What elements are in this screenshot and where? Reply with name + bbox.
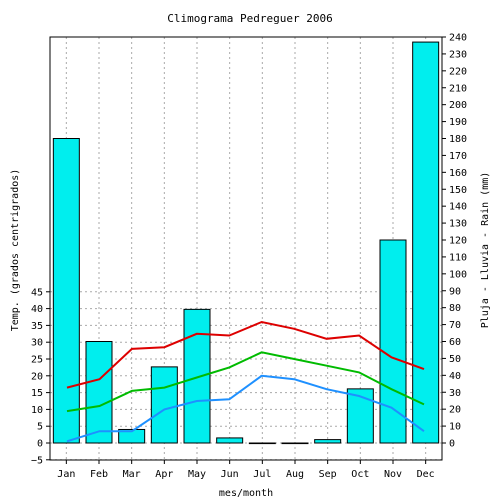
x-tick-label: Jan [57,469,75,480]
x-tick-label: Apr [155,469,173,480]
rain-bar-apr [150,366,178,444]
rain-bar-aug [281,442,309,445]
right-tick-label: 240 [449,33,467,44]
rain-bar-dec [412,41,440,444]
right-tick-label: 60 [449,337,461,348]
right-tick-label: 90 [449,286,461,297]
right-tick-label: 210 [449,83,467,94]
temp-mean-line [66,351,425,413]
right-tick-label: 10 [449,422,461,433]
rain-bar-feb [85,341,113,444]
left-tick-label: 10 [31,405,43,416]
x-tick-label: Mar [123,469,141,480]
right-tick-label: 200 [449,100,467,111]
left-tick-label: 45 [31,287,43,298]
x-tick-label: Jun [221,469,239,480]
rain-bar-jul [248,442,276,445]
x-tick-label: Feb [90,469,108,480]
right-tick-label: 180 [449,134,467,145]
rain-bar-jun [216,437,244,444]
right-tick-label: 150 [449,185,467,196]
temperature-lines [66,320,425,443]
left-tick-label: 25 [31,355,43,366]
right-tick-label: 30 [449,388,461,399]
plot-frame [49,36,443,461]
left-tick-label: 20 [31,371,43,382]
x-tick-label: Aug [286,469,304,480]
right-tick-label: 120 [449,236,467,247]
right-tick-label: 220 [449,66,467,77]
rain-bar-may [183,308,211,444]
right-tick-label: 20 [449,405,461,416]
right-tick-label: 140 [449,202,467,213]
x-axis-label: mes/month [219,488,273,499]
right-tick-label: 50 [449,354,461,365]
left-tick-label: 15 [31,388,43,399]
right-tick-label: 80 [449,303,461,314]
temp-max-line [66,320,425,389]
x-axis-ticks: Jan Feb Mar Apr May Jun Jul Aug Sep Oct Nov Dec [57,460,435,480]
rain-bar-oct [346,388,374,444]
rain-bars [52,41,440,445]
right-axis-ticks: 0 10 20 30 40 50 60 70 80 90 100 110 120 130 140 150 160… [442,33,467,450]
rain-bar-sep [314,439,342,444]
right-tick-label: 110 [449,252,467,263]
right-tick-label: 230 [449,49,467,60]
left-tick-label: −5 [31,455,43,466]
right-tick-label: 130 [449,219,467,230]
left-tick-label: 40 [31,304,43,315]
left-axis-ticks: −5 0 5 10 15 20 25 30 35 40 45 [31,287,50,466]
right-tick-label: 160 [449,168,467,179]
right-axis-label: Pluja - Lluvia - Rain (mm) [480,172,491,329]
grid-lines [50,37,442,461]
x-tick-label: Dec [417,469,435,480]
right-tick-label: 0 [449,439,455,450]
x-tick-label: Sep [319,469,337,480]
right-tick-label: 40 [449,371,461,382]
left-tick-label: 35 [31,321,43,332]
left-tick-label: 5 [37,422,43,433]
rain-bar-jan [52,138,80,444]
right-tick-label: 70 [449,320,461,331]
left-axis-label: Temp. (grados centrigrados) [10,169,21,332]
left-tick-label: 30 [31,338,43,349]
x-tick-label: Nov [384,469,402,480]
x-tick-label: May [188,469,206,480]
right-tick-label: 170 [449,151,467,162]
x-tick-label: Oct [351,469,369,480]
right-tick-label: 100 [449,269,467,280]
temp-min-line [66,374,425,443]
right-tick-label: 190 [449,117,467,128]
left-tick-label: 0 [37,439,43,450]
x-tick-label: Jul [253,469,271,480]
chart-title: Climograma Pedreguer 2006 [167,12,333,25]
rain-bar-nov [379,239,407,444]
rain-bar-mar [118,428,146,444]
